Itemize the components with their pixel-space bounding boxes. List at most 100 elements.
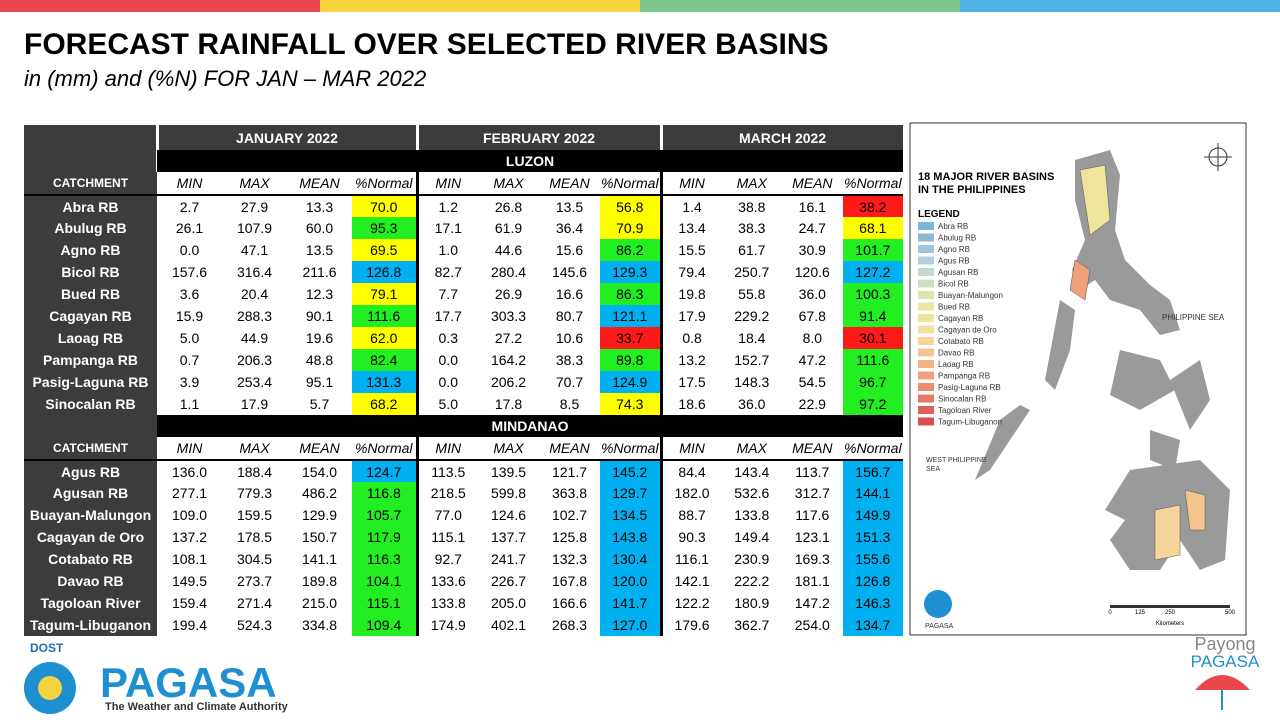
value-cell: 145.6: [539, 261, 600, 283]
value-cell: 304.5: [222, 548, 287, 570]
column-header: %Normal: [842, 172, 904, 195]
value-cell: 271.4: [222, 592, 287, 614]
column-header: %Normal: [600, 437, 662, 460]
value-cell: 18.6: [659, 393, 722, 415]
catchment-name: Buayan-Malungon: [24, 504, 157, 526]
legend-label: Tagoloan River: [938, 406, 992, 415]
percent-normal-cell: 111.6: [842, 349, 904, 371]
value-cell: 277.1: [157, 482, 222, 504]
column-header-row: CATCHMENT MIN MAX MEAN %Normal MIN MAX MEAN %Nor…: [24, 172, 904, 195]
value-cell: 154.0: [287, 460, 352, 482]
basins: [1069, 164, 1206, 561]
data-row: Cotabato RB 108.1 304.5 141.1 116.3 92.7 241.7…: [24, 548, 904, 570]
value-cell: 312.7: [782, 482, 843, 504]
legend-swatch: [918, 360, 934, 368]
value-cell: 136.0: [157, 460, 222, 482]
legend-swatch: [918, 222, 934, 230]
percent-normal-cell: 30.1: [842, 327, 904, 349]
value-cell: 280.4: [478, 261, 539, 283]
catchment-name: Davao RB: [24, 570, 157, 592]
data-row: Abulug RB 26.1 107.9 60.0 95.3 17.1 61.9 36.4 70…: [24, 217, 904, 239]
bar-red: [0, 0, 320, 12]
value-cell: 3.6: [157, 283, 222, 305]
value-cell: 150.7: [287, 526, 352, 548]
legend-swatch: [918, 256, 934, 265]
value-cell: 84.4: [659, 460, 722, 482]
percent-normal-cell: 127.2: [842, 261, 904, 283]
value-cell: 254.0: [782, 614, 843, 636]
value-cell: 3.9: [157, 371, 222, 393]
value-cell: 54.5: [782, 371, 843, 393]
bar-blue: [960, 0, 1280, 12]
value-cell: 26.8: [478, 195, 539, 217]
value-cell: 27.2: [478, 327, 539, 349]
tagline: The Weather and Climate Authority: [105, 701, 289, 713]
scale-unit: Kilometers: [1156, 621, 1184, 627]
value-cell: 19.8: [659, 283, 722, 305]
percent-normal-cell: 146.3: [842, 592, 904, 614]
value-cell: 303.3: [478, 305, 539, 327]
legend-swatch: [918, 371, 934, 380]
value-cell: 12.3: [287, 283, 352, 305]
legend-swatch: [918, 348, 934, 357]
percent-normal-cell: 91.4: [842, 305, 904, 327]
value-cell: 199.4: [157, 614, 222, 636]
value-cell: 166.6: [539, 592, 600, 614]
percent-normal-cell: 117.9: [352, 526, 417, 548]
map-logo-text: PAGASA: [925, 623, 954, 630]
percent-normal-cell: 124.9: [600, 371, 662, 393]
value-cell: 38.8: [721, 195, 783, 217]
legend-label: Agus RB: [938, 257, 970, 266]
value-cell: 206.2: [478, 371, 539, 393]
percent-normal-cell: 115.1: [352, 592, 417, 614]
value-cell: 38.3: [721, 217, 783, 239]
value-cell: 1.4: [659, 195, 722, 217]
legend-label: Tagum-Libuganon: [938, 418, 1002, 427]
percent-normal-cell: 130.4: [600, 548, 662, 570]
value-cell: 316.4: [222, 261, 287, 283]
data-row: Cagayan de Oro 137.2 178.5 150.7 117.9 115.1 1…: [24, 526, 904, 548]
value-cell: 142.1: [659, 570, 722, 592]
legend-label: Laoag RB: [938, 360, 974, 369]
value-cell: 0.3: [415, 327, 478, 349]
legend-swatch: [918, 394, 934, 403]
legend-swatch: [918, 383, 934, 391]
catchment-header: CATCHMENT: [24, 172, 157, 195]
value-cell: 599.8: [478, 482, 539, 504]
column-header: MIN: [157, 172, 222, 195]
percent-normal-cell: 121.1: [600, 305, 662, 327]
percent-normal-cell: 116.3: [352, 548, 417, 570]
sea-label: PHILIPPINE SEA: [1162, 313, 1225, 322]
value-cell: 133.8: [721, 504, 783, 526]
value-cell: 125.8: [539, 526, 600, 548]
value-cell: 36.4: [539, 217, 600, 239]
catchment-name: Abra RB: [24, 195, 157, 217]
percent-normal-cell: 134.7: [842, 614, 904, 636]
legend-label: Davao RB: [938, 349, 974, 358]
value-cell: 19.6: [287, 327, 352, 349]
value-cell: 0.0: [415, 349, 478, 371]
percent-normal-cell: 86.3: [600, 283, 662, 305]
value-cell: 26.9: [478, 283, 539, 305]
value-cell: 44.6: [478, 239, 539, 261]
legend-label: Agno RB: [938, 245, 970, 254]
percent-normal-cell: 131.3: [352, 371, 417, 393]
value-cell: 241.7: [478, 548, 539, 570]
percent-normal-cell: 116.8: [352, 482, 417, 504]
data-row: Agno RB 0.0 47.1 13.5 69.5 1.0 44.6 15.6 86.2 15.…: [24, 239, 904, 261]
value-cell: 61.7: [721, 239, 783, 261]
legend-label: Bued RB: [938, 303, 970, 312]
percent-normal-cell: 155.6: [842, 548, 904, 570]
month-row: JANUARY 2022 FEBRUARY 2022 MARCH 2022: [24, 125, 904, 172]
value-cell: 24.7: [782, 217, 843, 239]
value-cell: 30.9: [782, 239, 843, 261]
percent-normal-cell: 156.7: [842, 460, 904, 482]
percent-normal-cell: 70.0: [352, 195, 417, 217]
month-header: MARCH 2022: [659, 125, 904, 150]
percent-normal-cell: 151.3: [842, 526, 904, 548]
bar-yellow: [320, 0, 640, 12]
value-cell: 123.1: [782, 526, 843, 548]
value-cell: 17.7: [415, 305, 478, 327]
value-cell: 44.9: [222, 327, 287, 349]
legend-label: Bicol RB: [938, 280, 969, 289]
